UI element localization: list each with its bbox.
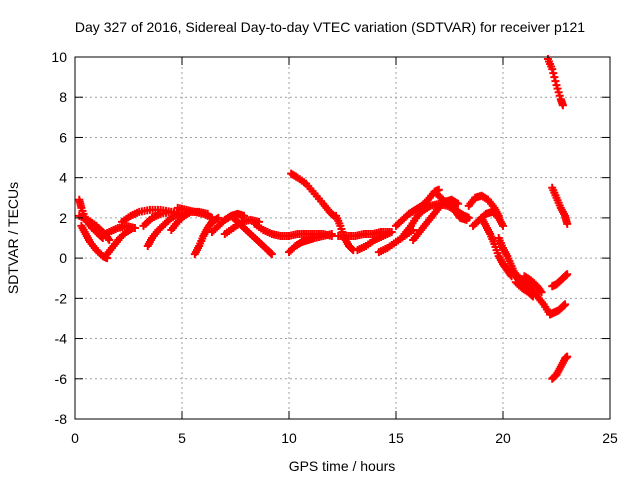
plot-frame	[74, 56, 611, 420]
series-arc-16	[285, 229, 336, 257]
data-point-marker	[537, 288, 546, 297]
chart-title: Day 327 of 2016, Sidereal Day-to-day VTE…	[75, 19, 585, 35]
series-arc-35	[548, 183, 572, 228]
data-point-marker	[424, 202, 433, 211]
data-point-marker	[172, 210, 181, 219]
series-arc-10	[173, 203, 216, 222]
series-arc-28	[469, 207, 507, 230]
data-point-marker	[528, 292, 537, 301]
data-point-marker	[527, 291, 536, 300]
data-point-marker	[536, 286, 545, 295]
data-point-marker	[266, 249, 275, 258]
data-point-marker	[548, 65, 557, 74]
data-point-marker	[212, 214, 221, 223]
x-tick-label: 15	[388, 430, 404, 446]
y-tick-label: 6	[59, 129, 67, 145]
y-tick-label: 4	[59, 170, 67, 186]
series-arc-22	[392, 185, 443, 230]
series-arc-34	[543, 55, 567, 110]
series-arc-20	[353, 227, 396, 255]
data-point-marker	[499, 221, 507, 230]
x-tick-label: 20	[495, 430, 511, 446]
data-point-marker	[561, 300, 570, 309]
data-point-marker	[214, 213, 223, 222]
series-arc-12	[207, 209, 249, 236]
data-point-marker	[454, 199, 463, 208]
axis-ticks: 0 5 10 15 20 25 -8 -6 -4 -2 0 2 4 6 8 10	[51, 49, 618, 446]
series-arc-37	[546, 300, 570, 319]
series-arc-27	[464, 191, 503, 220]
data-point-marker	[128, 223, 137, 232]
x-axis-label: GPS time / hours	[289, 458, 396, 474]
data-point-marker	[563, 219, 572, 228]
y-tick-label: 0	[59, 250, 67, 266]
series-arc-05	[103, 223, 137, 259]
y-tick-label: -2	[55, 290, 68, 306]
y-tick-label: -8	[55, 411, 68, 427]
data-points	[75, 55, 572, 383]
x-tick-label: 25	[602, 430, 618, 446]
data-point-marker	[327, 229, 336, 238]
data-point-marker	[127, 224, 136, 233]
data-point-marker	[550, 73, 559, 82]
data-point-marker	[549, 69, 558, 78]
series-arc-29	[477, 213, 516, 281]
series-arc-26	[447, 201, 473, 222]
data-point-marker	[105, 236, 114, 245]
data-point-marker	[267, 250, 276, 259]
x-tick-label: 5	[178, 430, 186, 446]
x-tick-label: 0	[71, 430, 79, 446]
data-point-marker	[558, 101, 567, 110]
y-tick-label: 2	[59, 210, 67, 226]
data-point-marker	[104, 234, 113, 243]
y-tick-label: 8	[59, 89, 67, 105]
y-tick-label: 10	[51, 49, 67, 65]
series-arc-08	[143, 209, 182, 251]
data-point-marker	[563, 352, 572, 361]
data-point-marker	[563, 270, 572, 279]
series-arc-14	[229, 213, 276, 259]
x-tick-label: 10	[281, 430, 297, 446]
data-point-marker	[348, 245, 357, 254]
data-point-marker	[464, 213, 473, 222]
series-arc-33	[520, 272, 546, 297]
y-axis-label: SDTVAR / TECUs	[5, 182, 21, 294]
series-arc-38	[548, 352, 572, 383]
series-arc-36	[548, 270, 572, 291]
y-tick-label: -6	[55, 371, 68, 387]
data-point-marker	[452, 198, 461, 207]
series-arc-11	[190, 213, 223, 259]
y-tick-label: -4	[55, 331, 68, 347]
grid-lines	[75, 57, 610, 419]
series-arc-32	[511, 278, 537, 301]
data-point-marker	[551, 77, 560, 86]
data-point-marker	[387, 227, 396, 236]
